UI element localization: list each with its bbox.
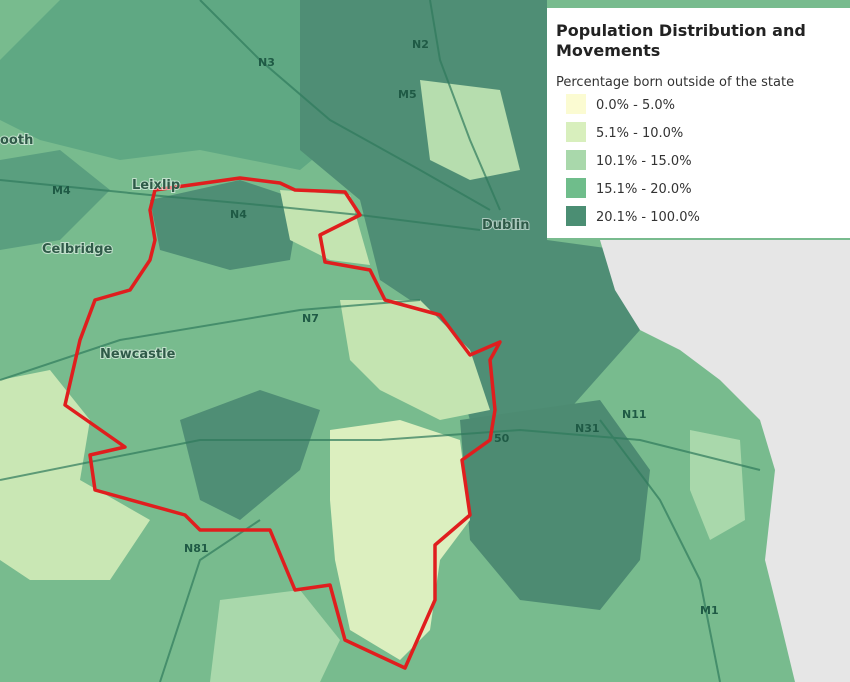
- place-label: Dublin: [482, 218, 530, 233]
- legend-swatch: [566, 122, 586, 142]
- legend-swatch: [566, 206, 586, 226]
- legend-entries: 0.0% - 5.0% 5.1% - 10.0% 10.1% - 15.0% 15.1…: [566, 94, 700, 226]
- place-label: Leixlip: [132, 178, 180, 193]
- road-label: 50: [494, 432, 510, 445]
- place-label: Celbridge: [42, 242, 113, 257]
- legend-box: [547, 8, 850, 238]
- region: [0, 0, 360, 170]
- region: [300, 0, 640, 420]
- region: [210, 590, 340, 682]
- road-label: N11: [622, 408, 647, 421]
- road-line: [429, 0, 501, 211]
- legend-subtitle: Percentage born outside of the state: [556, 75, 794, 90]
- region: [180, 390, 320, 520]
- legend-label: 5.1% - 10.0%: [596, 126, 683, 141]
- road-label: M4: [52, 184, 71, 197]
- legend-title: Movements: [556, 41, 660, 60]
- road-line: [0, 179, 481, 231]
- road-line: [0, 428, 761, 481]
- road-label: N4: [230, 208, 247, 221]
- legend-label: 15.1% - 20.0%: [596, 182, 692, 197]
- boundary: [63, 176, 502, 670]
- legend-swatch: [566, 150, 586, 170]
- legend: Population Distribution and Movements Pe…: [547, 8, 850, 238]
- region: [420, 80, 520, 180]
- road-label: M1: [700, 604, 719, 617]
- road-label: N3: [258, 56, 275, 69]
- place-label: Newcastle: [100, 347, 176, 362]
- roads: [0, 0, 761, 682]
- legend-swatch: [566, 178, 586, 198]
- region: [690, 430, 745, 540]
- sea: [600, 240, 850, 682]
- legend-label: 10.1% - 15.0%: [596, 154, 692, 169]
- road-line: [0, 299, 421, 381]
- road-label: N2: [412, 38, 429, 51]
- legend-label: 20.1% - 100.0%: [596, 210, 700, 225]
- legend-label: 0.0% - 5.0%: [596, 98, 675, 113]
- road-label: N81: [184, 542, 209, 555]
- region: [0, 370, 150, 580]
- region: [340, 300, 490, 420]
- road-label: M5: [398, 88, 417, 101]
- place-label: ooth: [0, 133, 33, 148]
- region: [150, 180, 300, 270]
- road-label: N7: [302, 312, 319, 325]
- road-label: N31: [575, 422, 600, 435]
- region: [330, 420, 470, 660]
- road-line: [599, 419, 721, 682]
- region: [460, 400, 650, 610]
- road-line: [199, 0, 491, 211]
- legend-swatch: [566, 94, 586, 114]
- road-line: [159, 519, 261, 682]
- legend-title: Population Distribution and: [556, 21, 806, 40]
- region: [0, 150, 110, 250]
